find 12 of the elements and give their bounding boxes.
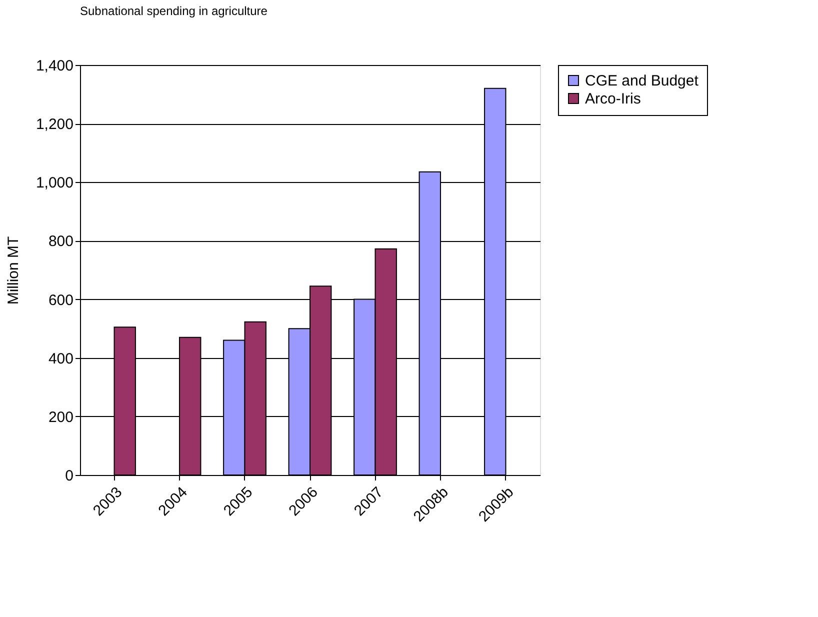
legend-label: CGE and Budget (585, 72, 700, 90)
y-tick-label: 1,200 (36, 116, 74, 134)
y-tick-label: 0 (65, 468, 74, 484)
y-tick-label: 200 (48, 408, 74, 426)
y-tick-label: 800 (48, 233, 74, 250)
y-tick-label: 1,000 (36, 174, 74, 192)
legend-label: Arco-Iris (585, 90, 641, 108)
y-tick-label: 1,400 (36, 58, 74, 74)
y-tick-label: 600 (48, 292, 74, 309)
y-tick-label: 400 (48, 350, 74, 368)
chart-title: Subnational spending in agriculture (80, 4, 268, 18)
y-axis-title: Million MT (4, 236, 22, 305)
